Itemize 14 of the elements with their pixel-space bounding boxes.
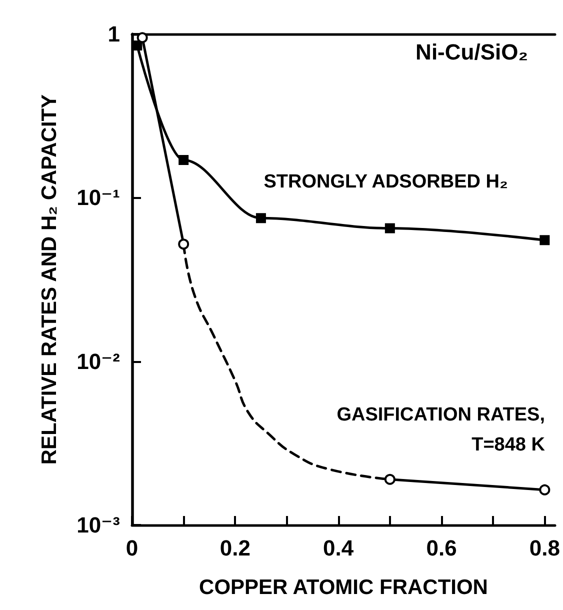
x-axis-title: COPPER ATOMIC FRACTION	[199, 576, 488, 599]
y-tick-label: 10⁻²	[76, 348, 120, 374]
series-label: GASIFICATION RATES, T=848 K	[336, 404, 546, 456]
x-tick-label: 0.6	[426, 536, 457, 560]
x-tick-label: 0.4	[323, 536, 354, 560]
y-axis-title: RELATIVE RATES AND H₂ CAPACITY	[38, 94, 61, 465]
x-tick-label: 0	[126, 536, 138, 560]
x-tick-label: 0.2	[220, 536, 250, 560]
chart-title: Ni-Cu/SiO₂	[416, 40, 528, 64]
y-tick-label: 10⁻³	[76, 512, 120, 538]
series-label: STRONGLY ADSORBED H₂	[264, 171, 508, 192]
x-tick-label: 0.8	[529, 536, 560, 560]
y-tick-label: 10⁻¹	[76, 185, 120, 210]
y-tick-label: 1	[108, 22, 120, 46]
